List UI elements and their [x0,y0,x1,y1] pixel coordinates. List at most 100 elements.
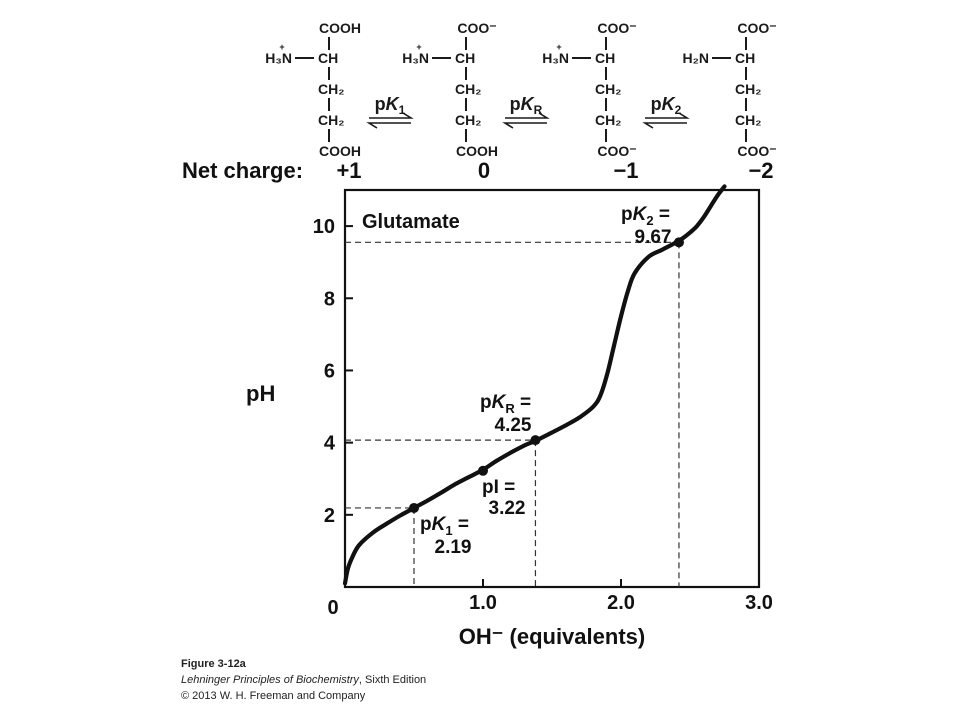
label-k: K [492,392,507,413]
label-equals: = [654,204,670,225]
x-tick-label: 3.0 [745,592,773,614]
top-carboxyl-group: COOH [319,20,361,36]
annotation-label: pI = [482,477,515,498]
structure-3: COO⁻ +H₃N CH CH₂ CH₂ COO⁻ [542,20,636,159]
annotation-value: 4.25 [495,415,532,436]
methylene-group: CH₂ [455,81,481,97]
top-carboxyl-group: COO⁻ [737,20,776,36]
y-tick-label: 2 [324,505,335,527]
label-prefix: p [480,392,492,413]
annotation-label: pKR = [480,392,531,416]
annotation-pK2: pK2 =9.67 [621,204,671,248]
copyright-line: © 2013 W. H. Freeman and Company [181,690,366,702]
dashed-guides [345,241,680,587]
forward-arrow [369,112,414,119]
forward-arrow [505,112,550,119]
chart-title: Glutamate [362,211,460,233]
x-tick-label: 2.0 [607,592,635,614]
x-tick-labels: 0 1.0 2.0 3.0 [327,592,772,619]
y-tick-label: 6 [324,360,335,382]
reverse-arrow [642,122,687,129]
net-charge-label: Net charge: [182,158,303,183]
pk-label: pK1 [375,94,406,117]
label-subscript: R [505,401,515,416]
methylene-group: CH₂ [595,81,621,97]
methylene-group: CH₂ [735,112,761,128]
methylene-group: CH₂ [595,112,621,128]
equilibrium-arrows: pK1 pKR pK2 [366,94,690,129]
reverse-arrow [502,122,547,129]
amino-group: H₃N [402,50,429,66]
pk-k: K [386,94,401,114]
label-k: K [633,204,648,225]
x-tick-label: 0 [327,597,338,619]
annotation-pI: pI =3.22 [482,477,525,519]
book-title: Lehninger Principles of Biochemistry [181,674,359,686]
book-citation: Lehninger Principles of Biochemistry, Si… [181,674,426,686]
top-carboxyl-group: COO⁻ [457,20,496,36]
pk-k: K [521,94,536,114]
structure-1: COOH +H₃N CH CH₂ CH₂ COOH [265,20,361,159]
positive-charge: + [279,42,284,52]
label-prefix: pI = [482,477,515,498]
alpha-carbon: CH [455,50,475,66]
annotation-value: 2.19 [435,537,472,558]
y-tick-label: 4 [324,433,336,455]
pk-subscript: 2 [675,103,682,117]
plot-frame [343,188,761,589]
y-tick-labels: 2 4 6 8 10 [313,216,622,587]
methylene-group: CH₂ [735,81,761,97]
side-chain-carboxyl-group: COOH [319,143,361,159]
amino-group: H₃N [542,50,569,66]
equilibrium-1: pK1 [366,94,414,129]
net-charge-value: +1 [336,158,361,183]
point-pK1 [409,502,419,513]
forward-arrow [645,112,690,119]
label-subscript: 2 [646,213,653,228]
annotation-label: pK1 = [420,514,469,538]
label-k: K [432,514,447,535]
point-pI [478,465,488,476]
side-chain-carboxyl-group: COO⁻ [737,143,776,159]
net-charge-value: 0 [478,158,490,183]
label-prefix: p [420,514,432,535]
pk-k: K [662,94,677,114]
annotation-value: 9.67 [635,227,672,248]
pk-prefix: p [375,94,386,114]
y-axis-label: pH [246,381,275,406]
pk-subscript: 1 [399,103,406,117]
side-chain-carboxyl-group: COOH [456,143,498,159]
alpha-carbon: CH [318,50,338,66]
book-edition: , Sixth Edition [358,674,427,686]
point-pK2 [673,237,684,248]
positive-charge: + [416,42,421,52]
alpha-carbon: CH [595,50,615,66]
alpha-carbon: CH [735,50,755,66]
x-tick-label: 1.0 [469,592,497,614]
figure-number: Figure 3-12a [181,658,246,670]
top-carboxyl-group: COO⁻ [597,20,636,36]
structure-4: COO⁻ H₂N CH CH₂ CH₂ COO⁻ [683,20,777,159]
pk-label: pKR [510,94,543,117]
methylene-group: CH₂ [318,112,344,128]
point-pKR [530,435,541,446]
pk-prefix: p [510,94,521,114]
annotation-pK1: pK1 =2.19 [420,514,471,558]
net-charge-values: +1 0 −1 −2 [336,158,773,183]
structure-2: COO⁻ +H₃N CH CH₂ CH₂ COOH [402,20,498,159]
methylene-group: CH₂ [455,112,481,128]
equilibrium-3: pK2 [642,94,690,129]
annotation-value: 3.22 [489,498,526,519]
reverse-arrow [366,122,411,129]
annotation-pKR: pKR =4.25 [480,392,532,436]
pk-subscript: R [534,103,543,117]
side-chain-carboxyl-group: COO⁻ [597,143,636,159]
positive-charge: + [556,42,561,52]
titration-curve [342,184,727,586]
net-charge-value: −2 [748,158,773,183]
amino-group: H₂N [683,50,709,66]
